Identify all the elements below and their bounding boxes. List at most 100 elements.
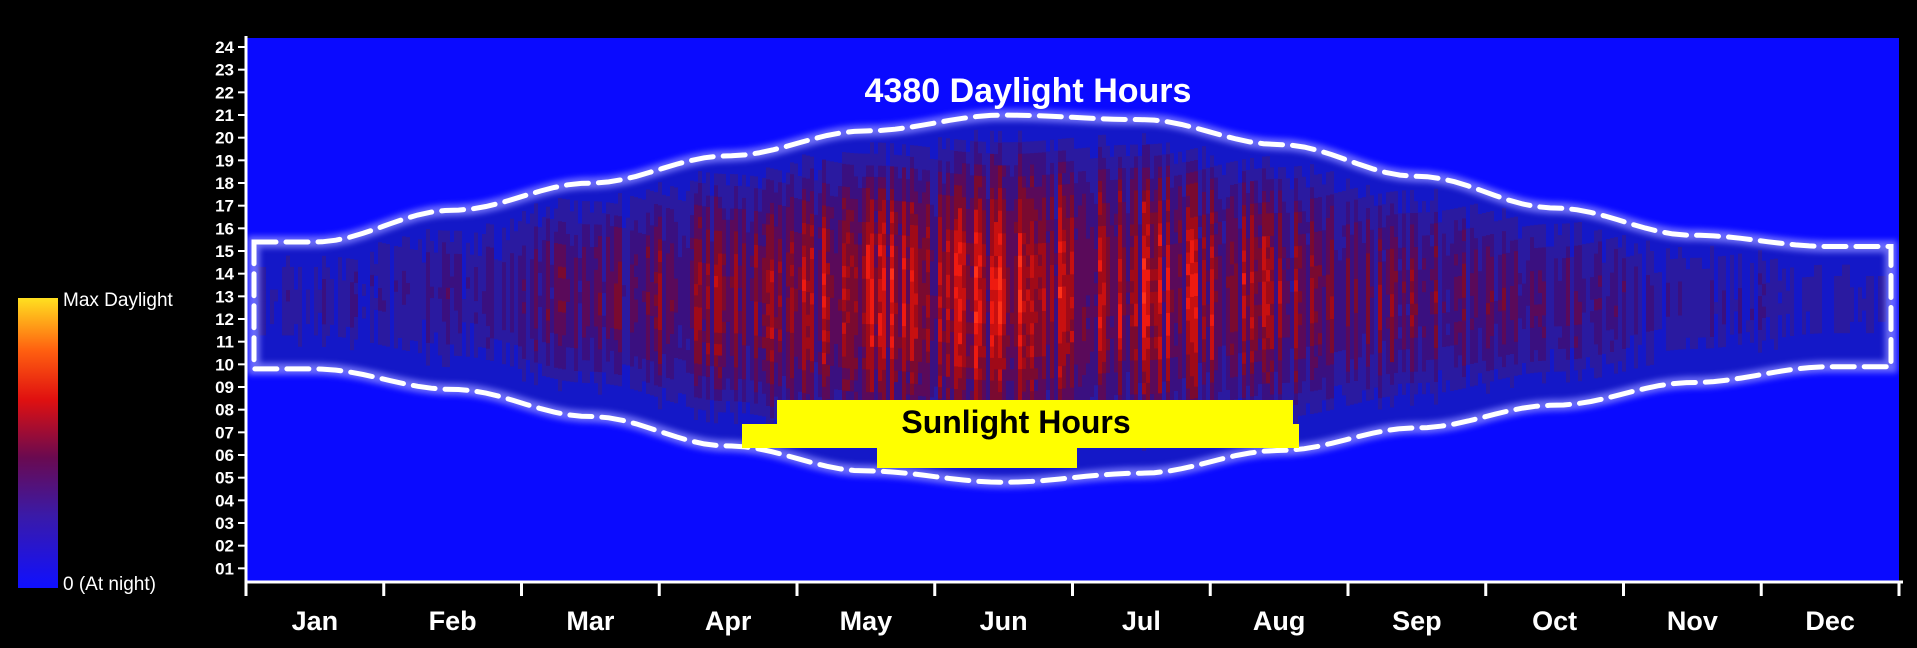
heatmap-cell bbox=[1158, 302, 1162, 315]
heatmap-cell bbox=[1254, 361, 1258, 374]
heatmap-cell bbox=[1238, 182, 1242, 195]
heatmap-cell bbox=[754, 199, 758, 211]
heatmap-cell bbox=[1042, 163, 1046, 175]
heatmap-cell bbox=[1238, 228, 1242, 240]
heatmap-cell bbox=[754, 369, 758, 381]
heatmap-cell bbox=[898, 189, 902, 202]
heatmap-cell bbox=[378, 242, 382, 255]
heatmap-cell bbox=[854, 153, 858, 166]
heatmap-cell bbox=[750, 345, 754, 358]
heatmap-cell bbox=[1106, 202, 1110, 215]
heatmap-cell bbox=[1062, 285, 1066, 298]
heatmap-cell bbox=[566, 267, 570, 280]
heatmap-cell bbox=[398, 326, 402, 338]
heatmap-cell bbox=[910, 371, 914, 384]
heatmap-cell bbox=[1066, 364, 1070, 377]
heatmap-cell bbox=[1050, 275, 1054, 288]
heatmap-cell bbox=[942, 251, 946, 263]
heatmap-cell bbox=[1170, 311, 1174, 324]
heatmap-cell bbox=[298, 289, 302, 302]
heatmap-cell bbox=[1190, 217, 1194, 229]
heatmap-cell bbox=[486, 223, 490, 236]
heatmap-cell bbox=[798, 187, 802, 200]
heatmap-cell bbox=[830, 218, 834, 230]
heatmap-cell bbox=[526, 246, 530, 259]
heatmap-cell bbox=[1318, 309, 1322, 322]
heatmap-cell bbox=[802, 222, 806, 235]
heatmap-cell bbox=[426, 274, 430, 287]
heatmap-cell bbox=[1170, 334, 1174, 347]
heatmap-cell bbox=[962, 366, 966, 379]
heatmap-cell bbox=[506, 296, 510, 309]
heatmap-cell bbox=[1098, 135, 1102, 147]
heatmap-cell bbox=[966, 287, 970, 300]
heatmap-cell bbox=[598, 246, 602, 259]
heatmap-cell bbox=[954, 343, 958, 356]
heatmap-cell bbox=[1206, 326, 1210, 339]
heatmap-cell bbox=[1266, 178, 1270, 191]
heatmap-cell bbox=[666, 252, 670, 265]
heatmap-cell bbox=[1002, 142, 1006, 155]
heatmap-cell bbox=[662, 194, 666, 207]
heatmap-cell bbox=[786, 387, 790, 400]
heatmap-cell bbox=[438, 241, 442, 254]
heatmap-cell bbox=[1186, 161, 1190, 174]
heatmap-cell bbox=[658, 284, 662, 297]
heatmap-cell bbox=[414, 261, 418, 274]
heatmap-cell bbox=[930, 306, 934, 319]
heatmap-cell bbox=[526, 302, 530, 315]
heatmap-cell bbox=[838, 298, 842, 311]
heatmap-cell bbox=[1118, 179, 1122, 191]
heatmap-cell bbox=[642, 324, 646, 337]
heatmap-cell bbox=[586, 291, 590, 304]
heatmap-cell bbox=[690, 361, 694, 374]
heatmap-cell bbox=[1142, 201, 1146, 214]
heatmap-cell bbox=[290, 278, 294, 291]
heatmap-cell bbox=[1142, 167, 1146, 180]
heatmap-cell bbox=[1210, 234, 1214, 247]
heatmap-cell bbox=[554, 219, 558, 232]
heatmap-cell bbox=[1170, 277, 1174, 290]
heatmap-cell bbox=[1262, 303, 1266, 316]
heatmap-cell bbox=[1050, 196, 1054, 209]
heatmap-cell bbox=[878, 369, 882, 382]
heatmap-cell bbox=[866, 210, 870, 223]
heatmap-cell bbox=[774, 316, 778, 329]
heatmap-cell bbox=[1186, 274, 1190, 287]
heatmap-cell bbox=[1150, 257, 1154, 270]
heatmap-cell bbox=[1022, 300, 1026, 313]
heatmap-cell bbox=[622, 261, 626, 274]
heatmap-cell bbox=[1070, 205, 1074, 218]
heatmap-cell bbox=[322, 301, 326, 313]
heatmap-cell bbox=[1310, 209, 1314, 222]
heatmap-cell bbox=[1138, 359, 1142, 372]
heatmap-cell bbox=[1250, 361, 1254, 374]
heatmap-cell bbox=[1054, 230, 1058, 242]
heatmap-cell bbox=[1214, 279, 1218, 291]
heatmap-cell bbox=[298, 323, 302, 336]
heatmap-cell bbox=[662, 217, 666, 230]
heatmap-cell bbox=[938, 227, 942, 240]
heatmap-cell bbox=[1258, 202, 1262, 215]
heatmap-cell bbox=[1174, 345, 1178, 358]
heatmap-cell bbox=[722, 332, 726, 345]
heatmap-cell bbox=[1130, 189, 1134, 202]
heatmap-cell bbox=[1118, 281, 1122, 293]
heatmap-cell bbox=[1034, 163, 1038, 176]
heatmap-cell bbox=[1222, 220, 1226, 233]
heatmap-cell bbox=[754, 278, 758, 291]
heatmap-cell bbox=[962, 332, 966, 345]
heatmap-cell bbox=[754, 255, 758, 268]
heatmap-cell bbox=[1166, 346, 1170, 359]
heatmap-cell bbox=[902, 382, 906, 395]
heatmap-cell bbox=[802, 335, 806, 348]
heatmap-cell bbox=[1206, 315, 1210, 327]
heatmap-cell bbox=[1122, 144, 1126, 157]
heatmap-cell bbox=[654, 237, 658, 250]
heatmap-cell bbox=[702, 330, 706, 343]
heatmap-cell bbox=[1006, 300, 1010, 313]
heatmap-cell bbox=[906, 348, 910, 361]
heatmap-cell bbox=[718, 207, 722, 220]
heatmap-cell bbox=[1302, 199, 1306, 212]
heatmap-cell bbox=[454, 264, 458, 277]
